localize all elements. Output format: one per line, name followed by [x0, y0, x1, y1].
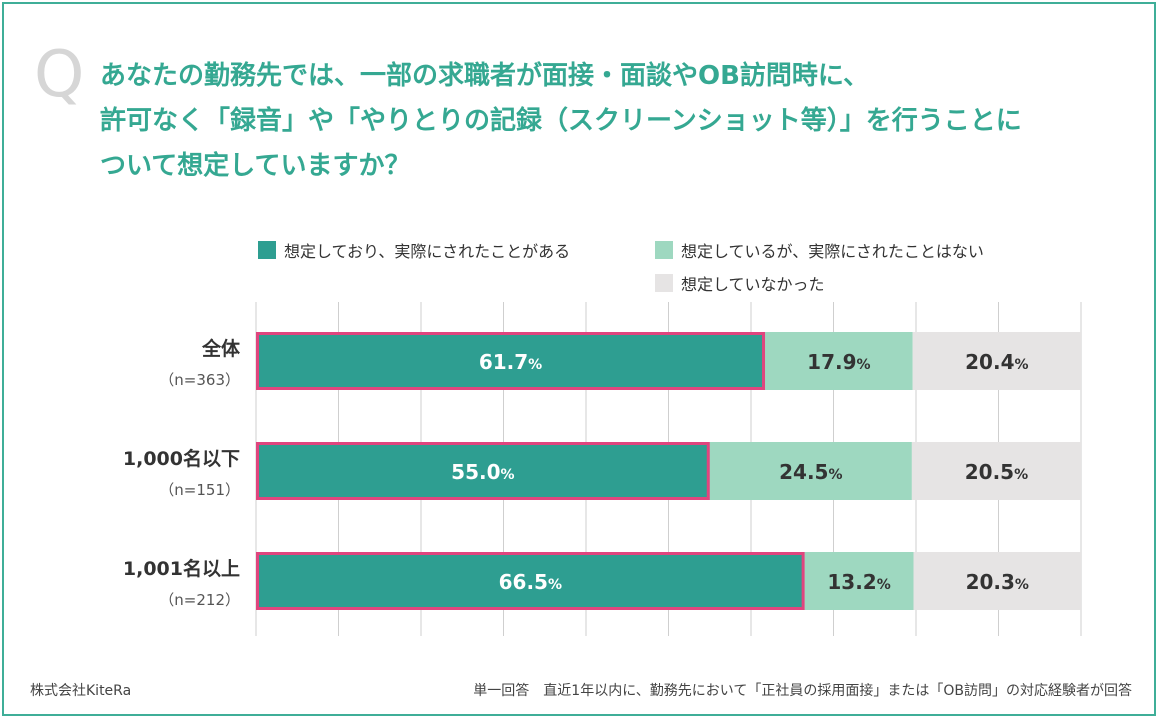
question-line-2: 許可なく「録音」や「やりとりの記録（スクリーンショット等）」を行うことに: [100, 106, 1022, 136]
category-label: 全体: [201, 337, 241, 360]
bar-segment: [804, 552, 914, 610]
highlight-border: [256, 552, 805, 610]
question-mark-icon: Q: [34, 38, 85, 112]
category-label: 1,000名以下: [123, 447, 240, 470]
legend-item-experienced: 想定しており、実際にされたことがある: [258, 238, 570, 262]
question-text: あなたの勤務先では、一部の求職者が面接・面談やOB訪問時に、 許可なく「録音」や…: [100, 54, 1100, 189]
bar-segment: [256, 552, 805, 610]
legend-label-not-experienced: 想定しているが、実際にされたことはない: [681, 242, 984, 261]
bar-segment: [912, 332, 1081, 390]
question-line-1: あなたの勤務先では、一部の求職者が面接・面談やOB訪問時に、: [100, 61, 870, 91]
legend-label-not-anticipated: 想定していなかった: [681, 275, 825, 294]
survey-note: 単一回答 直近1年以内に、勤務先において「正社員の採用面接」または「OB訪問」の…: [473, 683, 1132, 699]
bar-segment: [911, 442, 1081, 500]
bar-segment: [765, 332, 913, 390]
bar-segment: [256, 442, 710, 500]
category-label: 1,001名以上: [123, 557, 240, 580]
highlight-border: [256, 332, 766, 390]
bar-segment: [256, 332, 766, 390]
highlight-border: [256, 442, 710, 500]
company-name: 株式会社KiteRa: [30, 683, 132, 699]
bar-segment: [709, 442, 912, 500]
bar-segment: [913, 552, 1081, 610]
legend-item-not-experienced: 想定しているが、実際にされたことはない: [655, 238, 984, 262]
legend-swatch-experienced: [258, 241, 276, 259]
legend-item-not-anticipated: 想定していなかった: [655, 271, 825, 295]
legend-swatch-not-experienced: [655, 241, 673, 259]
question-line-3: ついて想定していますか？: [100, 151, 411, 181]
legend-swatch-not-anticipated: [655, 274, 673, 292]
legend-label-experienced: 想定しており、実際にされたことがある: [284, 242, 571, 261]
category-n-label: （n=151）: [159, 481, 240, 499]
category-n-label: （n=212）: [159, 591, 240, 609]
category-n-label: （n=363）: [159, 371, 240, 389]
data-label: 17.9%: [807, 350, 870, 374]
